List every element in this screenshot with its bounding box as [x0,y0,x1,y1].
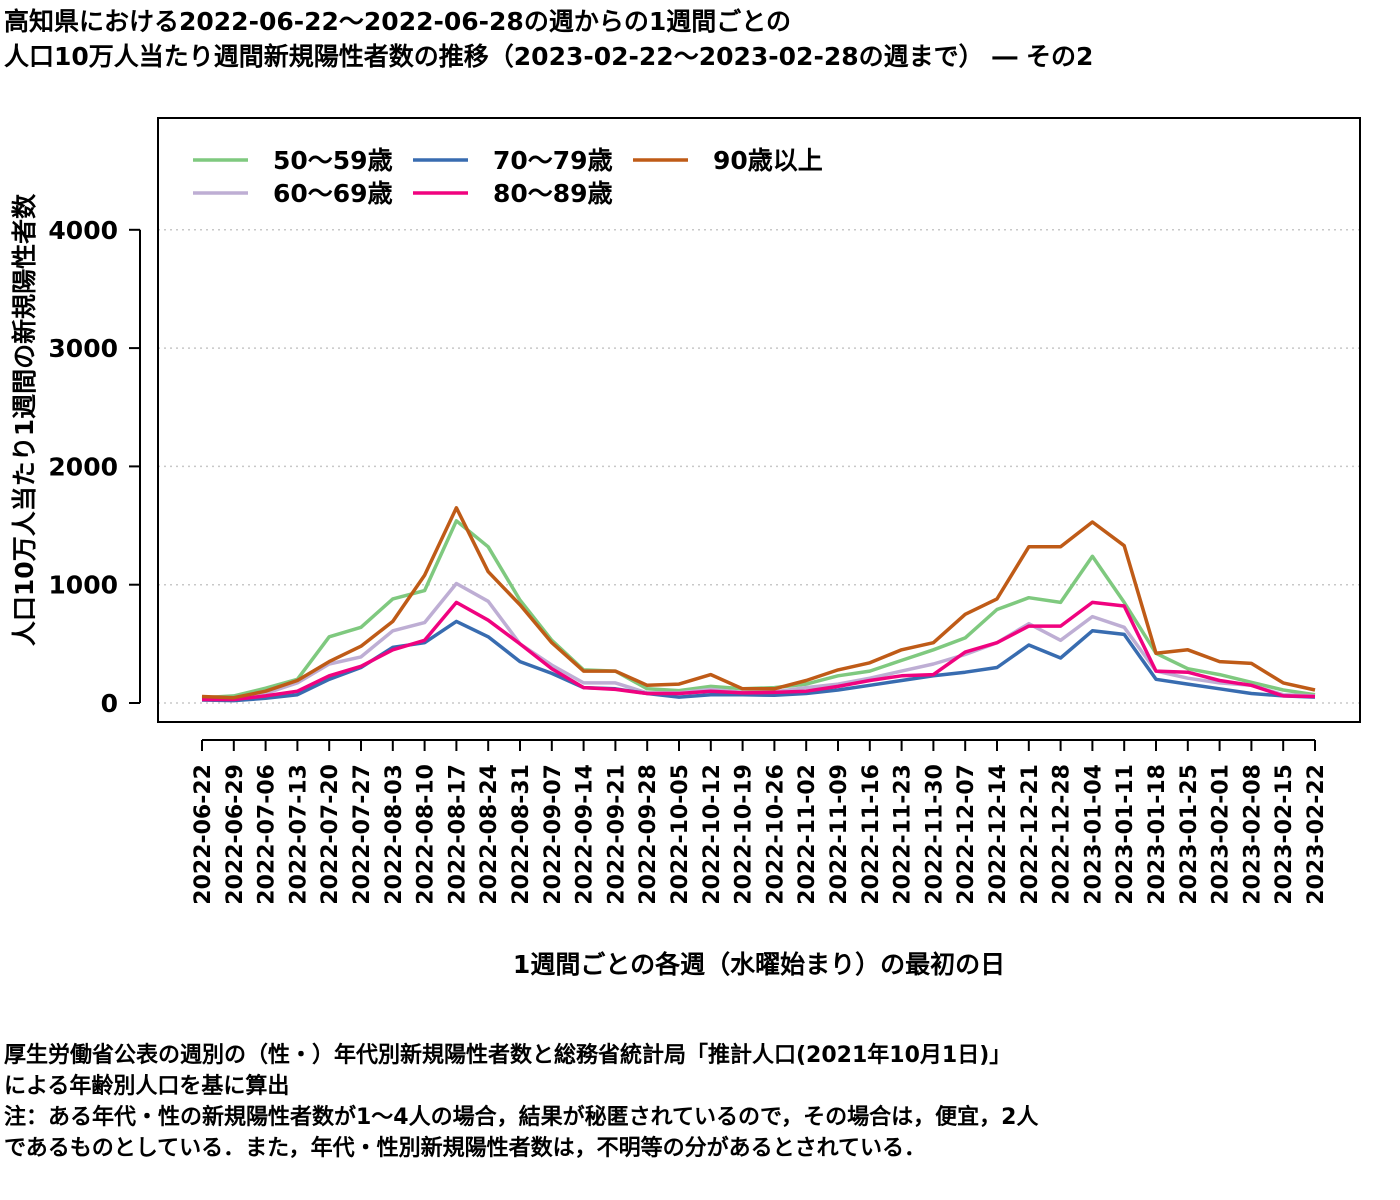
x-tick-label-2022-11-23: 2022-11-23 [891,764,916,905]
legend-label-5: 90歳以上 [713,146,823,175]
x-tick-label-2023-01-11: 2023-01-11 [1113,764,1138,905]
x-tick-label-2023-01-18: 2023-01-18 [1145,764,1170,905]
x-tick-label-2022-07-20: 2022-07-20 [318,764,343,905]
x-tick-label-2022-09-28: 2022-09-28 [636,764,661,905]
x-tick-label-2022-10-05: 2022-10-05 [668,764,693,905]
footnote-line-2: による年齢別人口を基に算出 [4,1074,290,1099]
x-tick-label-2022-07-06: 2022-07-06 [255,764,280,905]
x-tick-label-2022-06-22: 2022-06-22 [191,764,216,905]
legend-label-1: 50〜59歳 [273,146,393,175]
x-tick-label-2022-10-19: 2022-10-19 [732,764,757,905]
x-tick-label-2022-12-21: 2022-12-21 [1018,764,1043,905]
x-tick-label-2022-12-07: 2022-12-07 [954,764,979,905]
y-axis-title: 人口10万人当たり1週間の新規陽性者数 [10,193,39,646]
x-tick-label-2023-02-15: 2023-02-15 [1272,764,1297,905]
x-tick-label-2022-07-13: 2022-07-13 [286,764,311,905]
legend-label-3: 70〜79歳 [493,146,613,175]
x-axis-title: 1週間ごとの各週（水曜始まり）の最初の日 [513,950,1005,979]
x-tick-label-2022-11-30: 2022-11-30 [922,764,947,905]
footnote-line-1: 厚生労働省公表の週別の（性・）年代別新規陽性者数と総務省統計局「推計人口(202… [4,1043,1012,1068]
x-tick-label-2022-11-16: 2022-11-16 [859,764,884,905]
x-tick-label-2022-09-07: 2022-09-07 [541,764,566,905]
series-lines [201,506,1316,703]
series-line-5 [201,506,1316,700]
x-tick-label-2022-12-14: 2022-12-14 [986,764,1011,905]
footnote-line-4: であるものとしている．また，年代・性別新規陽性者数は，不明等の分があるとされてい… [4,1136,927,1161]
footnote: 厚生労働省公表の週別の（性・）年代別新規陽性者数と総務省統計局「推計人口(202… [4,1040,1038,1164]
legend-label-2: 60〜69歳 [273,179,393,208]
footnote-line-3: 注：ある年代・性の新規陽性者数が1〜4人の場合，結果が秘匿されているので，その場… [4,1105,1039,1130]
y-tick-label-2000: 2000 [48,452,118,481]
x-tick-label-2022-10-26: 2022-10-26 [763,764,788,905]
y-tick-label-0: 0 [101,689,118,718]
x-tick-label-2023-02-01: 2023-02-01 [1209,764,1234,905]
plot-frame [157,117,1361,723]
x-tick-label-2022-08-17: 2022-08-17 [445,764,470,905]
legend: 50〜59歳 60〜69歳 70〜79歳 80〜89歳 90歳以上 [193,146,823,208]
series-line-4 [202,600,1316,702]
grid-lines [158,229,1360,704]
y-tick-label-3000: 3000 [48,334,118,363]
x-tick-label-2022-06-29: 2022-06-29 [223,764,248,905]
x-tick-label-2022-09-14: 2022-09-14 [573,764,598,905]
x-tick-label-2023-01-04: 2023-01-04 [1081,764,1106,905]
x-tick-label-2022-08-03: 2022-08-03 [382,764,407,905]
x-tick-label-2022-10-12: 2022-10-12 [700,764,725,905]
y-axis: 0 1000 2000 3000 4000 [48,216,141,718]
x-tick-label-2023-02-22: 2023-02-22 [1304,764,1329,905]
x-tick-label-2023-02-08: 2023-02-08 [1240,764,1265,905]
x-tick-label-2022-08-10: 2022-08-10 [414,764,439,905]
x-tick-label-2022-08-24: 2022-08-24 [477,764,502,905]
y-tick-label-1000: 1000 [48,571,118,600]
chart-title-line-2: 人口10万人当たり週間新規陽性者数の推移（2023-02-22〜2023-02-… [4,42,1094,71]
y-tick-label-4000: 4000 [48,216,118,245]
chart-title-line-1: 高知県における2022-06-22〜2022-06-28の週からの1週間ごとの [4,7,791,36]
x-tick-label-2022-12-28: 2022-12-28 [1050,764,1075,905]
chart-title: 高知県における2022-06-22〜2022-06-28の週からの1週間ごとの … [4,4,1093,74]
x-axis: 2022-06-22 2022-06-29 2022-07-06 2022-07-13… [191,739,1329,905]
legend-label-4: 80〜89歳 [493,179,613,208]
x-tick-label-2022-08-31: 2022-08-31 [509,764,534,905]
x-tick-label-2022-07-27: 2022-07-27 [350,764,375,905]
x-tick-label-2023-01-25: 2023-01-25 [1177,764,1202,905]
x-tick-label-2022-09-21: 2022-09-21 [604,764,629,905]
series-line-1 [201,519,1316,700]
x-tick-label-2022-11-09: 2022-11-09 [827,764,852,905]
x-tick-label-2022-11-02: 2022-11-02 [795,764,820,905]
